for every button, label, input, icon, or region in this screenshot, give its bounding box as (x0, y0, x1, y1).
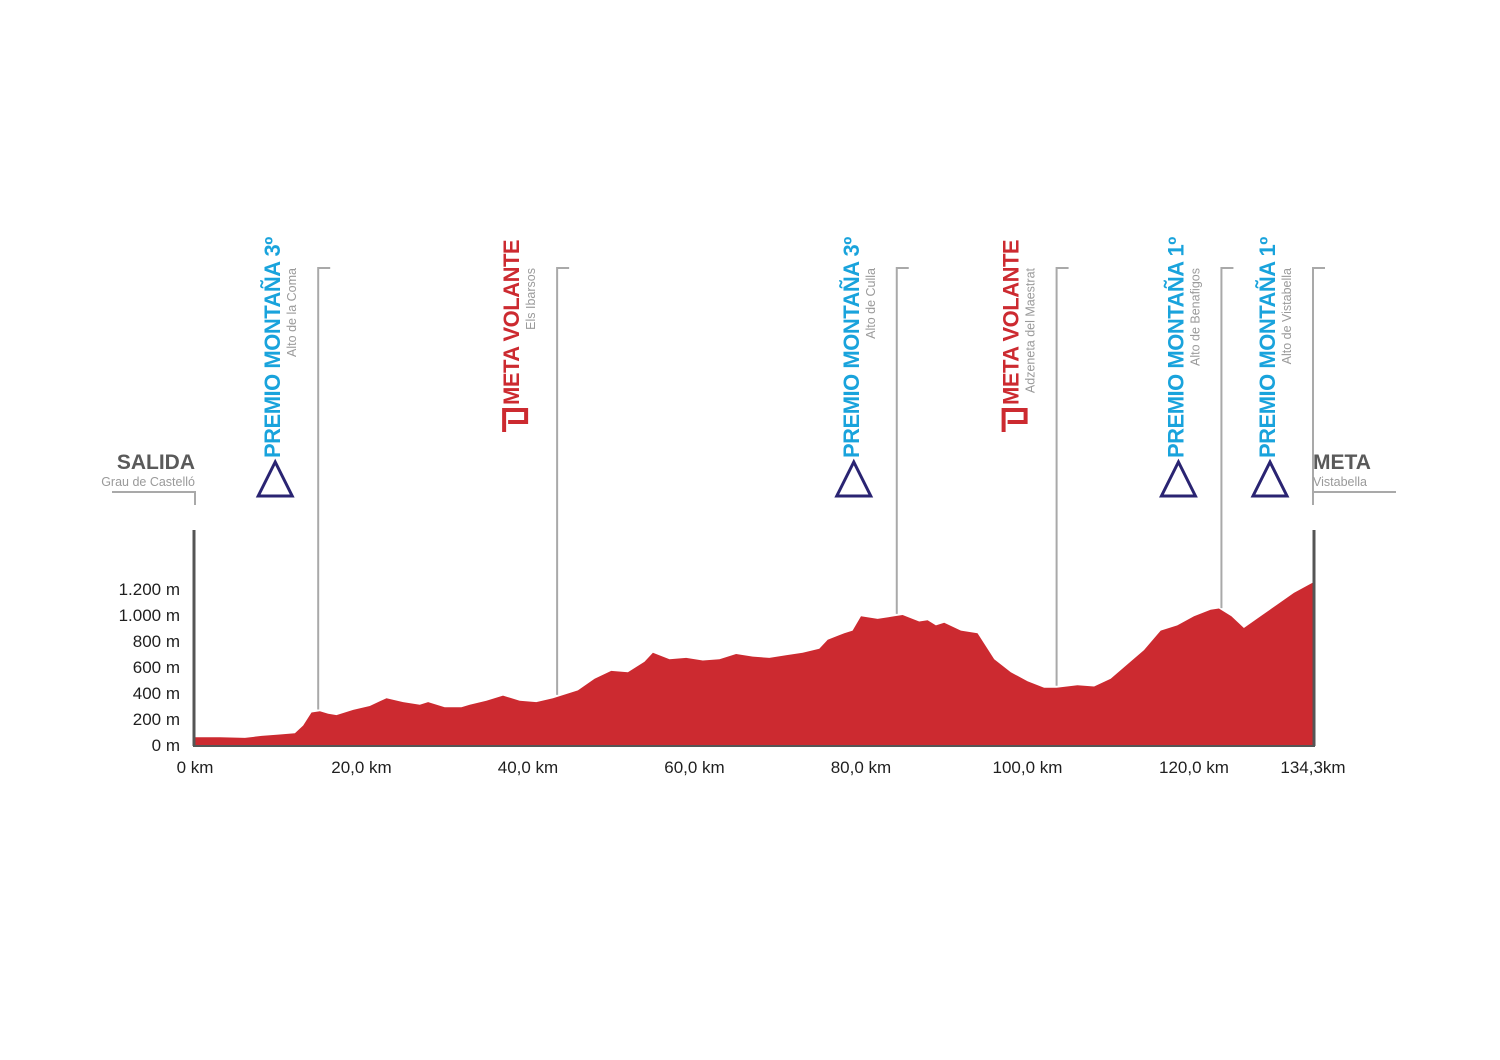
marker-title: PREMIO MONTAÑA 1º (1255, 237, 1280, 458)
profile-area-layer (195, 582, 1313, 745)
start-title: SALIDA (117, 451, 195, 474)
marker-leader-line (1312, 267, 1325, 505)
marker-subtitle: Alto de Benafigos (1188, 268, 1202, 366)
marker-subtitle: Alto de la Coma (285, 268, 299, 357)
start-bracket (112, 491, 196, 505)
marker-volante: META VOLANTE Adzeneta del Maestrat (999, 240, 1038, 432)
axes-layer (112, 491, 1396, 747)
marker-montana: PREMIO MONTAÑA 3º Alto de la Coma (255, 237, 299, 498)
x-tick-label: 20,0 km (331, 758, 391, 777)
marker-subtitle: Alto de Culla (864, 268, 878, 339)
start-subtitle: Grau de Castelló (101, 475, 195, 489)
marker-montana: PREMIO MONTAÑA 1º Alto de Benafigos (1159, 237, 1202, 498)
marker-leader-line (317, 267, 331, 710)
y-tick-labels: 0 m 200 m 400 m 600 m 800 m 1.000 m 1.200 m (119, 580, 180, 755)
sprint-p-icon (502, 408, 529, 432)
marker-subtitle: Alto de Vistabella (1280, 268, 1294, 364)
mountain-triangle-icon (255, 458, 295, 498)
marker-title: META VOLANTE (499, 240, 524, 405)
x-tick-label: 60,0 km (664, 758, 724, 777)
y-tick-label: 400 m (133, 684, 180, 703)
y-tick-label: 1.200 m (119, 580, 180, 599)
x-tick-label: 0 km (177, 758, 214, 777)
x-tick-label: 100,0 km (992, 758, 1062, 777)
y-tick-label: 800 m (133, 632, 180, 651)
marker-leader-line (556, 267, 570, 695)
finish-title: META (1313, 451, 1371, 474)
mountain-triangle-icon (1159, 458, 1198, 498)
marker-leaders-layer (317, 267, 1325, 710)
marker-title: META VOLANTE (999, 240, 1024, 405)
marker-montana: PREMIO MONTAÑA 3º Alto de Culla (834, 237, 878, 498)
marker-subtitle: Els Ibarsos (524, 268, 538, 330)
mountain-triangle-icon (1250, 458, 1290, 498)
x-tick-label: 134,3km (1280, 758, 1345, 777)
finish-bracket (1312, 491, 1396, 505)
y-tick-label: 600 m (133, 658, 180, 677)
marker-title: PREMIO MONTAÑA 3º (260, 237, 285, 458)
markers-layer: PREMIO MONTAÑA 3º Alto de la Coma META VOL… (255, 237, 1294, 498)
y-tick-label: 200 m (133, 710, 180, 729)
marker-volante: META VOLANTE Els Ibarsos (499, 240, 538, 432)
marker-montana: PREMIO MONTAÑA 1º Alto de Vistabella (1250, 237, 1294, 498)
marker-leader-line (895, 267, 909, 614)
x-tick-label: 120,0 km (1159, 758, 1229, 777)
marker-title: PREMIO MONTAÑA 3º (839, 237, 864, 458)
mountain-triangle-icon (834, 458, 874, 498)
elevation-profile-area (195, 582, 1313, 745)
sprint-p-icon (1001, 408, 1028, 432)
marker-title: PREMIO MONTAÑA 1º (1163, 237, 1188, 458)
marker-subtitle: Adzeneta del Maestrat (1024, 267, 1038, 393)
marker-leader-line (1220, 267, 1234, 609)
start-label: SALIDA Grau de Castelló (101, 451, 195, 489)
y-tick-label: 0 m (152, 736, 180, 755)
finish-label: META Vistabella (1313, 451, 1371, 489)
marker-leader-line (1055, 267, 1069, 686)
x-tick-labels: 0 km 20,0 km 40,0 km 60,0 km 80,0 km 100,0 km… (177, 758, 1346, 777)
x-tick-label: 40,0 km (498, 758, 558, 777)
finish-subtitle: Vistabella (1313, 475, 1367, 489)
x-tick-label: 80,0 km (831, 758, 891, 777)
y-tick-label: 1.000 m (119, 606, 180, 625)
